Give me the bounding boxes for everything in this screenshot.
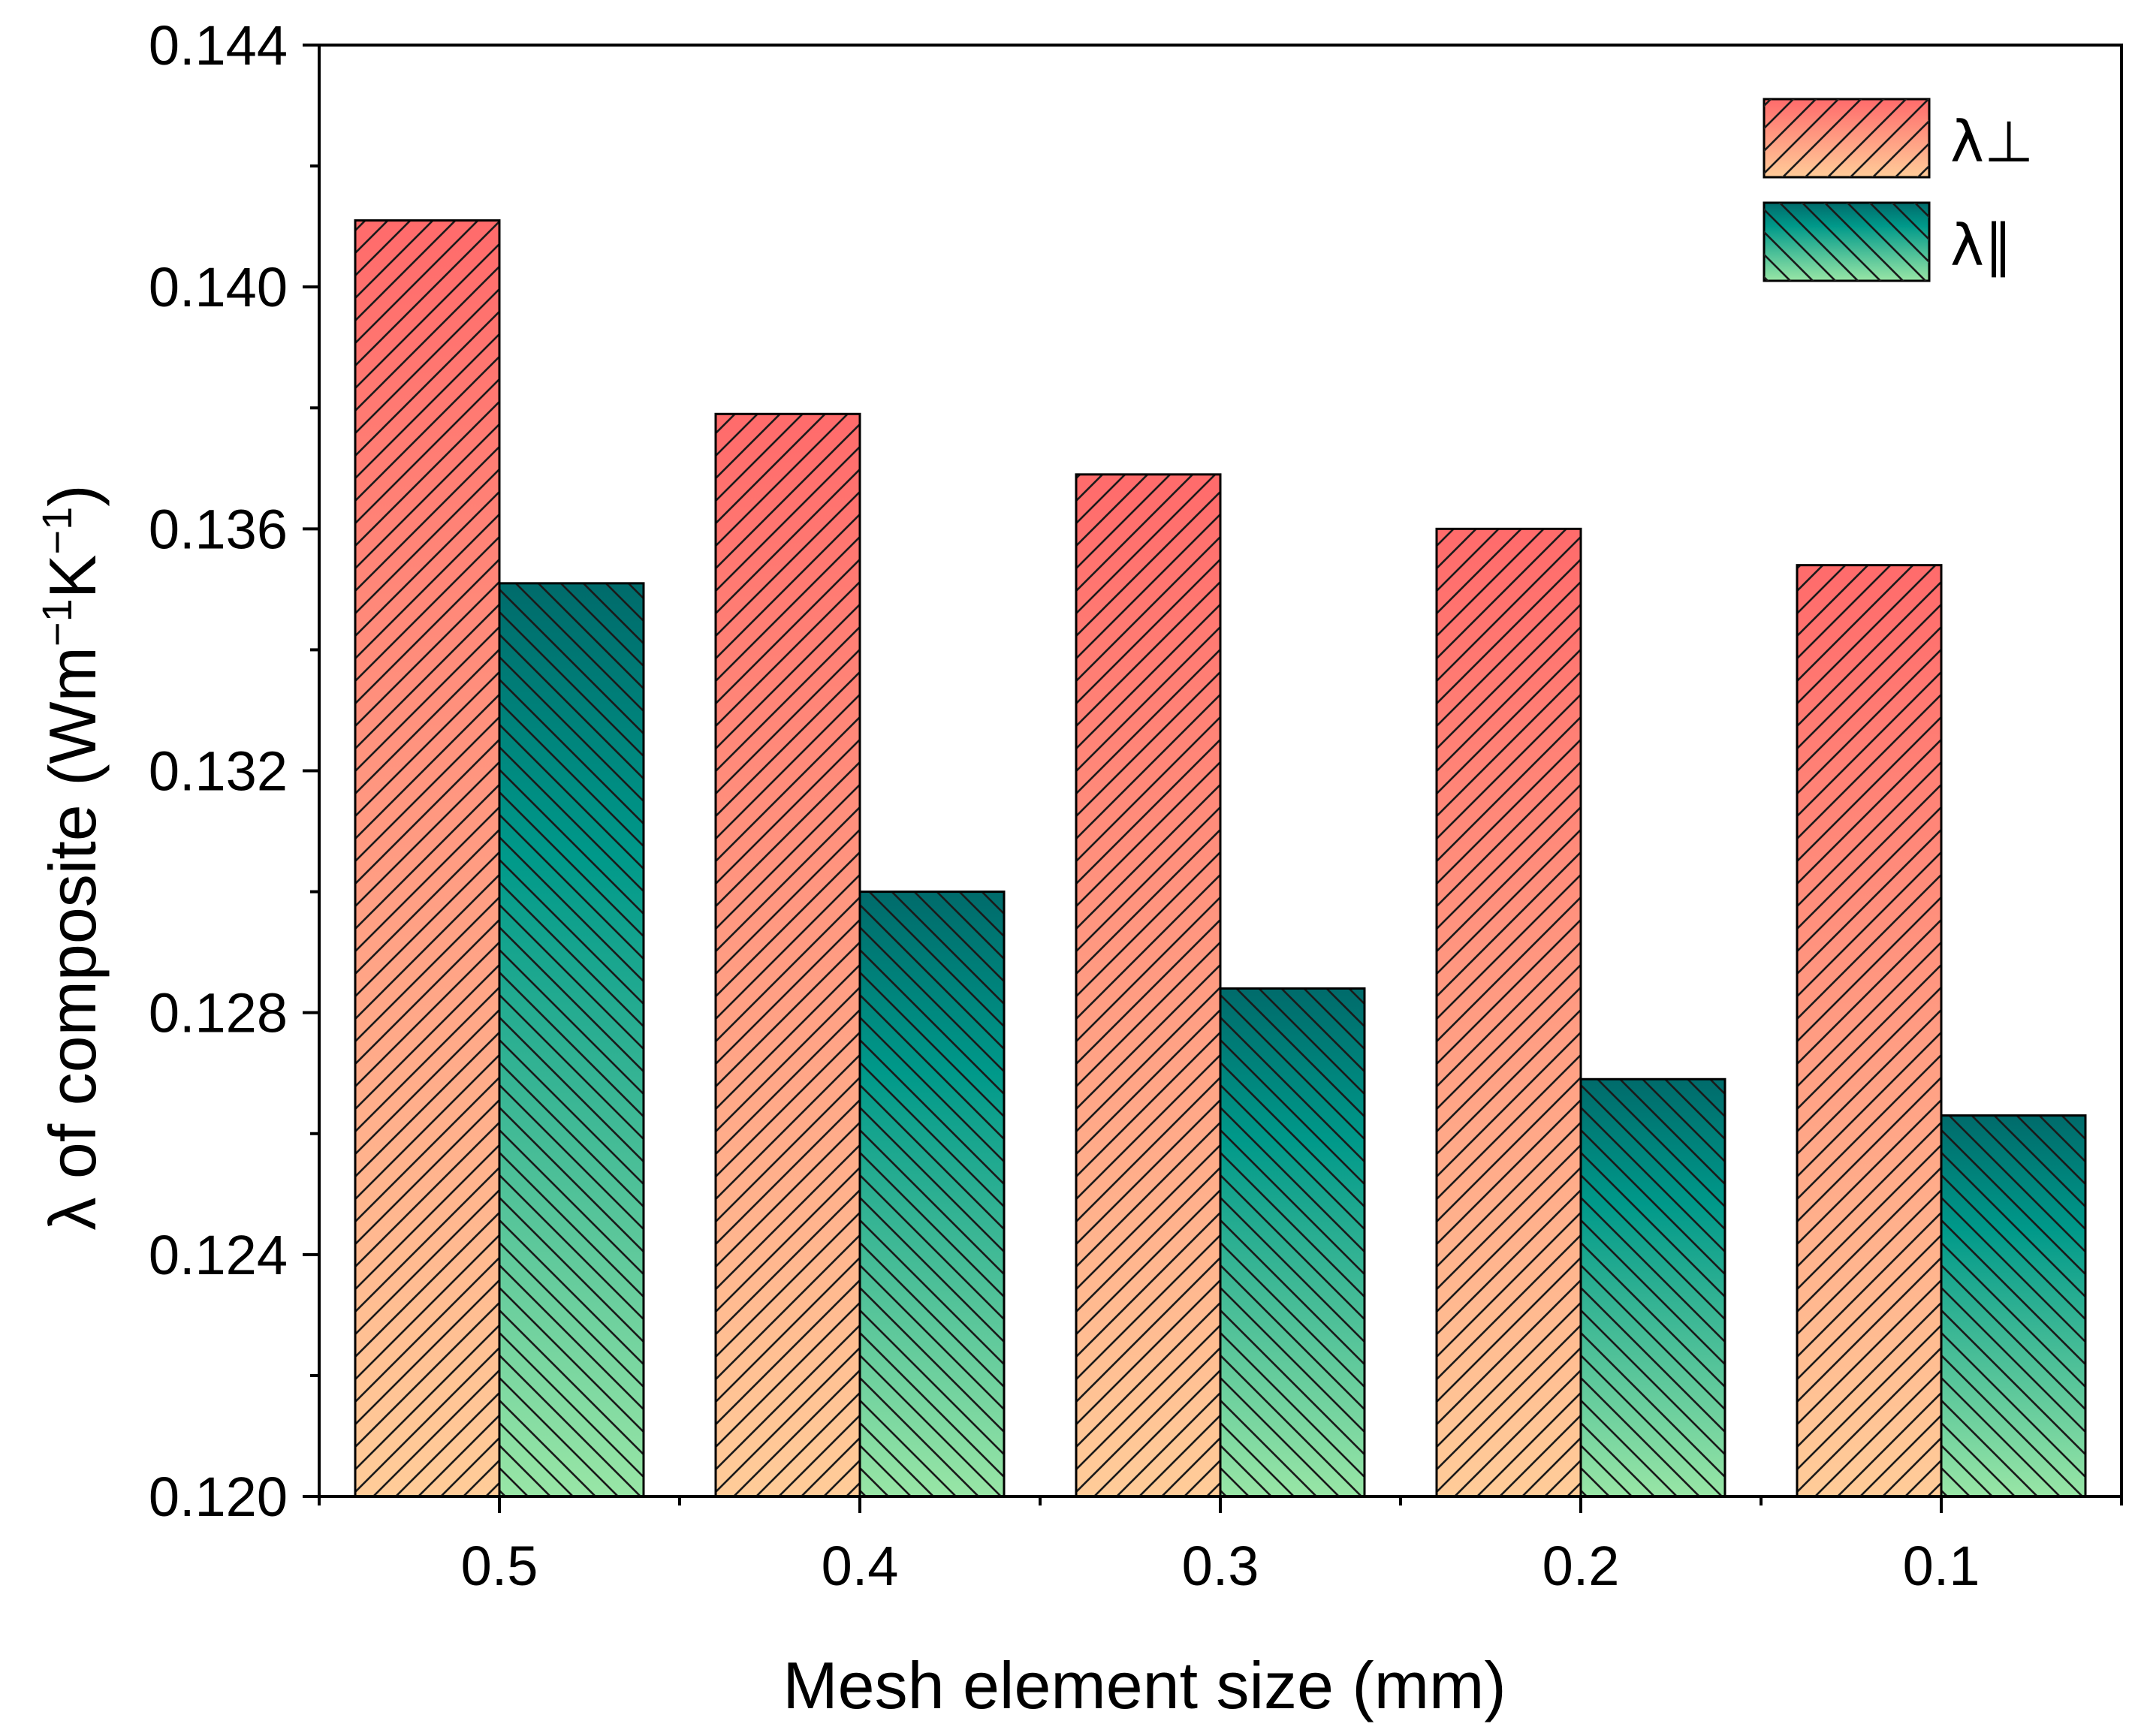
bar-perp-hatch-0.1 bbox=[1796, 564, 1943, 1498]
bar-par-hatch-0.2 bbox=[1579, 1077, 1726, 1498]
x-tick-label: 0.1 bbox=[1903, 1535, 1980, 1597]
bar-perp-hatch-0.3 bbox=[1075, 473, 1222, 1498]
y-tick-label: 0.120 bbox=[149, 1466, 288, 1528]
x-tick-label: 0.4 bbox=[822, 1535, 899, 1597]
bar-par-hatch-0.1 bbox=[1940, 1114, 2087, 1498]
y-axis-title-end: ) bbox=[35, 484, 110, 506]
bar-perp-hatch-0.5 bbox=[354, 219, 501, 1498]
x-tick-label: 0.3 bbox=[1182, 1535, 1259, 1597]
bar-par-hatch-0.4 bbox=[858, 891, 1006, 1498]
y-axis-title-main: λ of composite (Wm bbox=[35, 646, 110, 1230]
bar-perp-hatch-0.2 bbox=[1435, 527, 1582, 1498]
legend-label-par: λ∥ bbox=[1950, 212, 2013, 279]
x-axis-title: Mesh element size (mm) bbox=[783, 1648, 1506, 1722]
legend-swatch-perp-hatch bbox=[1764, 99, 1929, 177]
bar-par-hatch-0.3 bbox=[1219, 987, 1366, 1498]
legend-label-perp: λ⊥ bbox=[1950, 108, 2034, 175]
y-axis-title-sup2: −1 bbox=[33, 507, 80, 555]
y-tick-label: 0.140 bbox=[149, 256, 288, 318]
axes-group bbox=[303, 44, 2123, 1513]
y-axis-title-sup1: −1 bbox=[33, 598, 80, 646]
bar-perp-hatch-0.4 bbox=[714, 412, 861, 1498]
bar-par-hatch-0.5 bbox=[498, 582, 645, 1498]
bars-group bbox=[354, 219, 2087, 1498]
y-tick-label: 0.144 bbox=[149, 14, 288, 77]
y-tick-label: 0.132 bbox=[149, 740, 288, 803]
y-tick-label: 0.136 bbox=[149, 498, 288, 560]
y-tick-labels: 0.120 0.124 0.128 0.132 0.136 0.140 0.144 bbox=[149, 14, 288, 1528]
y-tick-label: 0.128 bbox=[149, 982, 288, 1044]
legend: λ⊥ λ∥ bbox=[1763, 98, 2034, 282]
y-axis-title: λ of composite (Wm−1K−1) bbox=[33, 484, 110, 1230]
x-tick-label: 0.5 bbox=[461, 1535, 538, 1597]
legend-swatch-par-hatch bbox=[1764, 203, 1929, 281]
x-tick-labels: 0.5 0.4 0.3 0.2 0.1 bbox=[461, 1535, 1980, 1597]
y-axis-title-mid: K bbox=[35, 555, 110, 599]
y-tick-label: 0.124 bbox=[149, 1224, 288, 1286]
x-tick-label: 0.2 bbox=[1542, 1535, 1620, 1597]
